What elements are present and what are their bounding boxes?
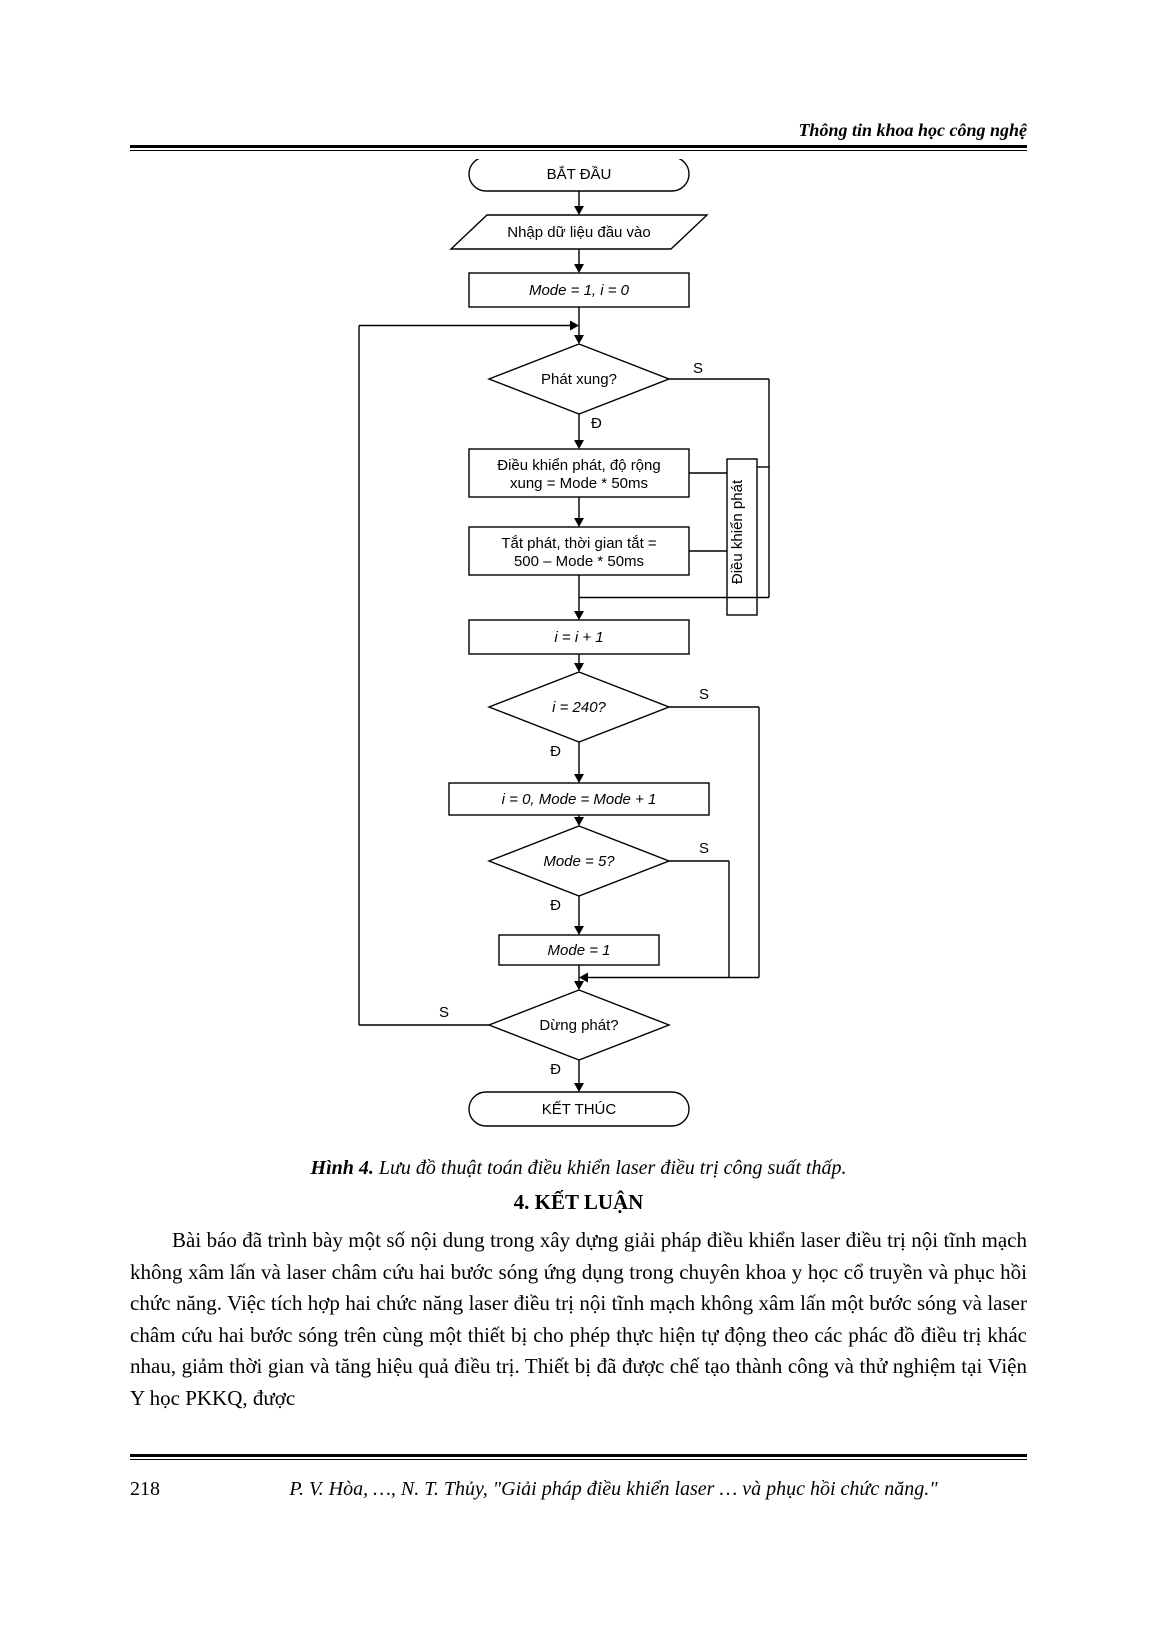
footer-citation: P. V. Hòa, …, N. T. Thủy, "Giải pháp điề… <box>200 1478 1027 1501</box>
svg-text:i = i + 1: i = i + 1 <box>554 629 603 646</box>
footer-title: "Giải pháp điều khiển laser … và phục hồ… <box>493 1478 938 1500</box>
svg-text:S: S <box>438 1004 448 1021</box>
svg-text:500 – Mode * 50ms: 500 – Mode * 50ms <box>513 553 643 570</box>
section-title: 4. KẾT LUẬN <box>130 1190 1027 1215</box>
svg-text:Đ: Đ <box>550 743 561 760</box>
svg-text:xung = Mode * 50ms: xung = Mode * 50ms <box>510 475 648 492</box>
svg-text:S: S <box>693 360 703 377</box>
svg-text:Phát xung?: Phát xung? <box>541 371 617 388</box>
svg-text:Tắt phát, thời gian tắt =: Tắt phát, thời gian tắt = <box>501 535 657 552</box>
svg-text:S: S <box>699 686 709 703</box>
svg-text:i = 240?: i = 240? <box>552 699 606 716</box>
figure-caption: Hình 4. Lưu đồ thuật toán điều khiển las… <box>130 1157 1027 1180</box>
svg-text:Điều khiển phát, độ rộng: Điều khiển phát, độ rộng <box>497 457 660 474</box>
header-rule <box>130 150 1027 151</box>
svg-text:S: S <box>699 840 709 857</box>
svg-text:i = 0, Mode = Mode + 1: i = 0, Mode = Mode + 1 <box>501 791 656 808</box>
svg-text:Mode = 1: Mode = 1 <box>547 942 610 959</box>
svg-text:Mode = 5?: Mode = 5? <box>543 853 615 870</box>
header-section-label: Thông tin khoa học công nghệ <box>130 120 1027 148</box>
svg-text:BẮT ĐẦU: BẮT ĐẦU <box>546 165 611 183</box>
page-number: 218 <box>130 1478 200 1501</box>
caption-text: Lưu đồ thuật toán điều khiển laser điều … <box>374 1157 847 1179</box>
page-footer: 218 P. V. Hòa, …, N. T. Thủy, "Giải pháp… <box>130 1478 1027 1501</box>
conclusion-paragraph: Bài báo đã trình bày một số nội dung tro… <box>130 1225 1027 1414</box>
svg-text:KẾT THÚC: KẾT THÚC <box>541 1101 616 1118</box>
svg-text:Nhập dữ liệu đầu vào: Nhập dữ liệu đầu vào <box>507 224 650 241</box>
footer-rule-mid <box>130 1459 1027 1460</box>
footer-rule-top <box>130 1454 1027 1457</box>
svg-text:Dừng phát?: Dừng phát? <box>539 1017 618 1034</box>
svg-text:Điều khiển phát: Điều khiển phát <box>729 479 746 584</box>
footer-authors: P. V. Hòa, …, N. T. Thủy, <box>289 1478 492 1500</box>
flowchart-svg: BẮT ĐẦU Nhập dữ liệu đầu vào Mode = 1, i =… <box>299 159 859 1149</box>
svg-text:Đ: Đ <box>550 1061 561 1078</box>
svg-text:Mode = 1, i = 0: Mode = 1, i = 0 <box>528 282 629 299</box>
svg-text:Đ: Đ <box>550 897 561 914</box>
svg-text:Đ: Đ <box>591 415 602 432</box>
caption-prefix: Hình 4. <box>311 1157 374 1179</box>
